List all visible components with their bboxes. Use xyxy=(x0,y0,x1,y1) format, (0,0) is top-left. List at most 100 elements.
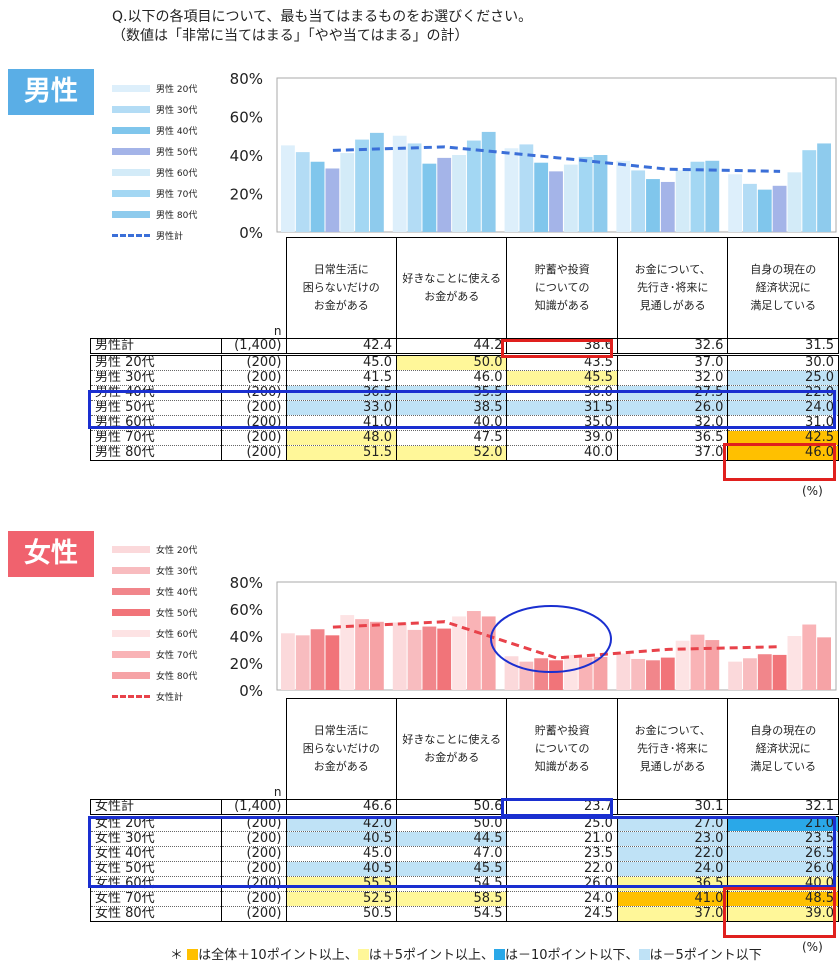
women-value-cell: 22.0 xyxy=(616,846,729,862)
men-table-row: 男性 70代 (200) 48.0 47.5 39.0 36.5 42.5 xyxy=(90,430,839,446)
men-legend-swatch xyxy=(112,234,150,237)
women-legend-swatch xyxy=(112,546,150,553)
footnote-yellow-swatch xyxy=(357,949,369,960)
women-total-line xyxy=(332,620,781,660)
women-bar xyxy=(660,657,675,690)
men-legend-label: 男性 30代 xyxy=(156,106,198,116)
men-value-cell: 32.0 xyxy=(616,415,729,431)
legend-footnote: ＊ は全体＋10ポイント以上、 は＋5ポイント以上、 は－10ポイント以下、 は－5ポ… xyxy=(170,944,762,963)
men-value-cell: 33.0 xyxy=(285,400,397,416)
men-legend-item: 男性 80代 xyxy=(112,204,197,225)
women-row-n: (200) xyxy=(220,861,286,877)
women-row-label: 女性 50代 xyxy=(90,861,222,877)
men-legend-label: 男性計 xyxy=(156,232,184,242)
women-legend-label: 女性 60代 xyxy=(156,630,198,640)
men-category-header: 貯蓄や投資 についての 知識がある xyxy=(506,237,618,339)
women-value-cell: 54.5 xyxy=(395,906,508,922)
men-bar xyxy=(340,153,355,232)
men-legend-item: 男性 20代 xyxy=(112,78,197,99)
women-legend-label: 女性計 xyxy=(156,693,184,703)
women-bar xyxy=(437,628,452,690)
men-bar xyxy=(616,160,631,232)
women-value-cell: 26.0 xyxy=(506,876,618,892)
women-legend-item: 女性計 xyxy=(112,686,197,707)
footnote-orange-swatch xyxy=(187,949,199,960)
women-legend-swatch xyxy=(112,588,150,595)
women-legend-label: 女性 70代 xyxy=(156,651,198,661)
men-bar xyxy=(660,181,675,232)
women-row-n: (200) xyxy=(220,831,286,847)
women-chart: 0% 20% 40% 60% 80% xyxy=(230,574,837,700)
men-bar xyxy=(675,170,690,232)
men-total-line xyxy=(332,145,781,173)
men-bar xyxy=(519,144,534,232)
men-value-cell: 31.5 xyxy=(727,338,839,356)
women-legend: 女性 20代 女性 30代 女性 40代 女性 50代 女性 60代 女性 70代 女性 8… xyxy=(112,539,197,707)
women-bar xyxy=(593,656,608,690)
men-table-row: 男性 60代 (200) 41.0 40.0 35.0 32.0 31.0 xyxy=(90,415,839,431)
women-bar xyxy=(772,654,787,690)
men-value-cell: 50.0 xyxy=(395,354,508,371)
men-bar xyxy=(369,132,384,232)
women-bar xyxy=(631,658,646,690)
men-bar xyxy=(787,172,802,232)
men-ytick-label: 0% xyxy=(239,224,263,242)
women-value-cell: 37.0 xyxy=(616,906,729,922)
women-row-n: (200) xyxy=(220,906,286,922)
men-bar xyxy=(325,168,340,232)
men-value-cell: 52.0 xyxy=(395,445,508,461)
women-value-cell: 55.5 xyxy=(285,876,397,892)
men-table-row: 男性 50代 (200) 33.0 38.5 31.5 26.0 24.0 xyxy=(90,400,839,416)
women-bar xyxy=(616,653,631,690)
men-category-header: 日常生活に 困らないだけの お金がある xyxy=(285,237,397,339)
men-row-n: (200) xyxy=(220,370,286,386)
men-legend-swatch xyxy=(112,169,150,176)
men-row-n: (200) xyxy=(220,445,286,461)
men-ytick-label: 20% xyxy=(230,186,263,204)
men-value-cell: 39.0 xyxy=(506,430,618,446)
men-legend-label: 男性 50代 xyxy=(156,148,198,158)
women-bar xyxy=(817,637,831,690)
men-value-cell: 30.0 xyxy=(727,354,839,371)
women-category-header: 好きなことに使える お金がある xyxy=(395,698,508,800)
women-table-row: 女性 60代 (200) 55.5 54.5 26.0 36.5 40.0 xyxy=(90,876,839,892)
women-value-cell: 23.0 xyxy=(616,831,729,847)
women-ytick-label: 20% xyxy=(230,655,263,673)
men-value-cell: 40.0 xyxy=(506,445,618,461)
women-ytick-label: 40% xyxy=(230,628,263,646)
women-n-header: n xyxy=(273,785,282,799)
women-value-cell: 52.5 xyxy=(285,891,397,907)
men-value-cell: 32.0 xyxy=(616,370,729,386)
women-bar xyxy=(534,658,549,690)
women-ytick-label: 60% xyxy=(230,601,263,619)
men-table-row: 男性 20代 (200) 45.0 50.0 43.5 37.0 30.0 xyxy=(90,354,839,371)
women-legend-swatch xyxy=(112,609,150,616)
women-bar xyxy=(355,619,369,690)
men-row-label: 男性 40代 xyxy=(90,385,222,401)
men-value-cell: 27.5 xyxy=(616,385,729,401)
women-section-label: 女性 xyxy=(8,531,94,577)
women-ytick-label: 80% xyxy=(230,574,263,592)
women-legend-item: 女性 20代 xyxy=(112,539,197,560)
women-value-cell: 24.0 xyxy=(506,891,618,907)
footnote-prefix: ＊ xyxy=(170,948,184,963)
women-bar xyxy=(281,633,295,690)
men-table-row: 男性 30代 (200) 41.5 46.0 45.5 32.0 25.0 xyxy=(90,370,839,386)
women-bar xyxy=(802,624,817,690)
women-value-cell: 42.0 xyxy=(285,815,397,832)
men-bar xyxy=(549,171,563,232)
men-bar xyxy=(481,131,496,232)
men-value-cell: 48.0 xyxy=(285,430,397,446)
women-legend-label: 女性 50代 xyxy=(156,609,198,619)
women-legend-swatch xyxy=(112,567,150,574)
women-table-row: 女性 20代 (200) 42.0 50.0 25.0 27.0 21.0 xyxy=(90,815,839,832)
men-bar xyxy=(817,143,831,232)
women-knowledge-circle xyxy=(490,605,612,673)
men-value-cell: 36.5 xyxy=(285,385,397,401)
men-legend-swatch xyxy=(112,148,150,155)
footnote-orange-text: は全体＋10ポイント以上、 xyxy=(198,948,358,963)
men-row-label: 男性 80代 xyxy=(90,445,222,461)
women-percent-unit: (%) xyxy=(802,940,823,954)
women-row-n: (200) xyxy=(220,876,286,892)
women-row-label: 女性 80代 xyxy=(90,906,222,922)
